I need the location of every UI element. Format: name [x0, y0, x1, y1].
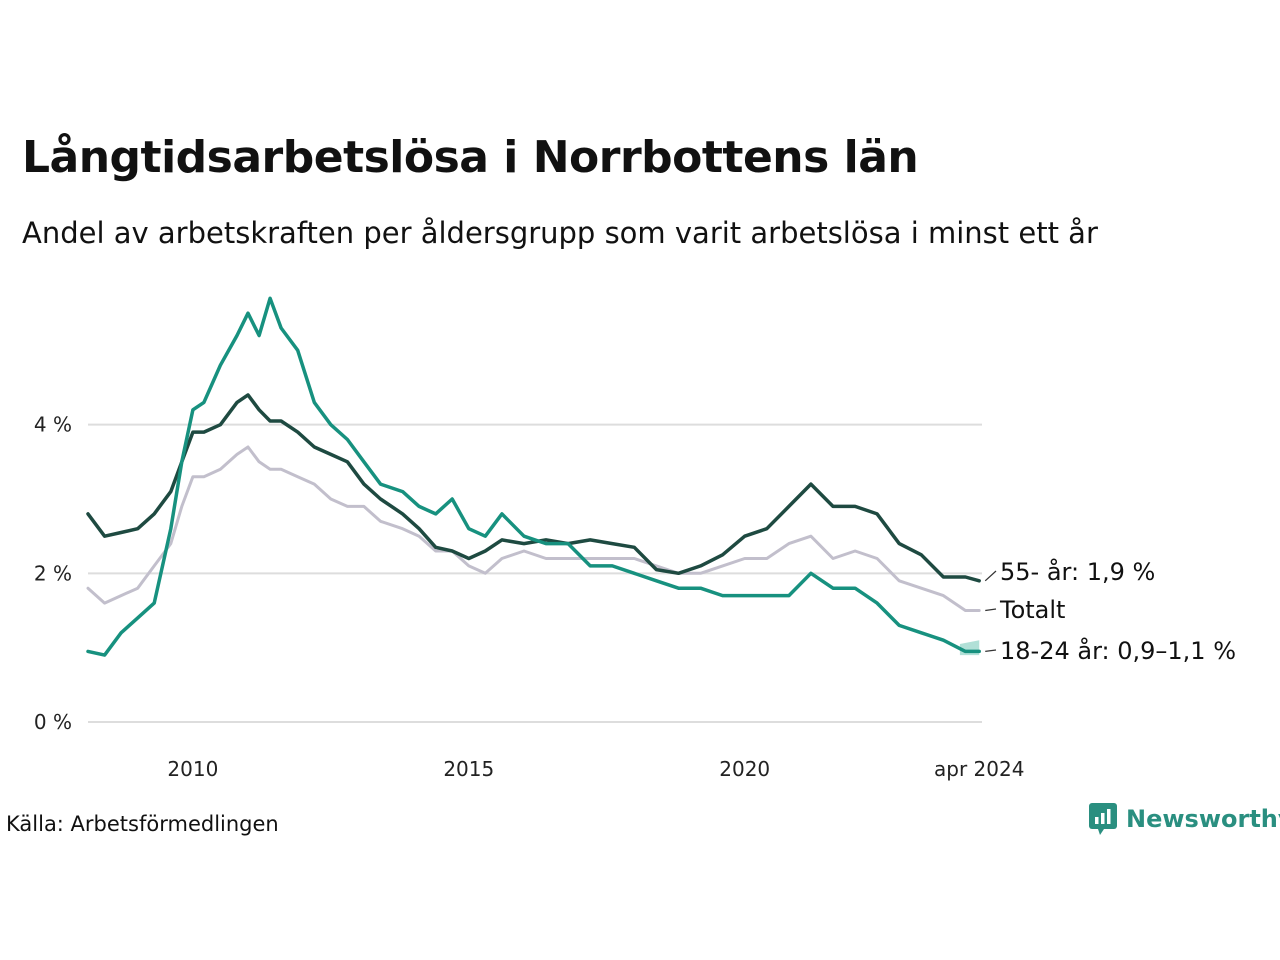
brand-logo[interactable]: Newsworthy — [1088, 802, 1280, 836]
x-tick-label: apr 2024 — [934, 757, 1024, 781]
end-label-total: Totalt — [999, 596, 1065, 624]
end-label-young: 18-24 år: 0,9–1,1 % — [1000, 636, 1236, 665]
leader-line-older — [984, 570, 997, 582]
series-line-older — [86, 393, 981, 583]
chart-subtitle: Andel av arbetskraften per åldersgrupp s… — [22, 216, 1098, 250]
end-labels: Totalt 55- år: 1,9 % 18-24 år: 0,9–1,1 % — [984, 557, 1236, 665]
y-tick-label: 0 % — [34, 710, 72, 734]
y-tick-label: 4 % — [34, 413, 72, 437]
x-tick-label: 2010 — [167, 757, 218, 781]
leader-line-young — [985, 649, 997, 652]
leader-line-total — [985, 608, 997, 612]
y-axis-ticks: 0 % 2 % 4 % — [34, 413, 72, 734]
x-tick-label: 2020 — [719, 757, 770, 781]
y-tick-label: 2 % — [34, 561, 72, 585]
newsworthy-logo-icon — [1089, 803, 1117, 835]
series-line-total — [86, 445, 981, 612]
chart-title: Långtidsarbetslösa i Norrbottens län — [22, 132, 919, 183]
x-tick-label: 2015 — [443, 757, 494, 781]
series-lines — [86, 296, 981, 657]
x-axis-ticks: 2010 2015 2020 apr 2024 — [167, 757, 1024, 781]
brand-name: Newsworthy — [1126, 805, 1280, 833]
source-note: Källa: Arbetsförmedlingen — [6, 812, 279, 836]
end-label-older: 55- år: 1,9 % — [1000, 557, 1155, 586]
series-line-young — [86, 296, 981, 657]
gridlines — [88, 423, 982, 723]
